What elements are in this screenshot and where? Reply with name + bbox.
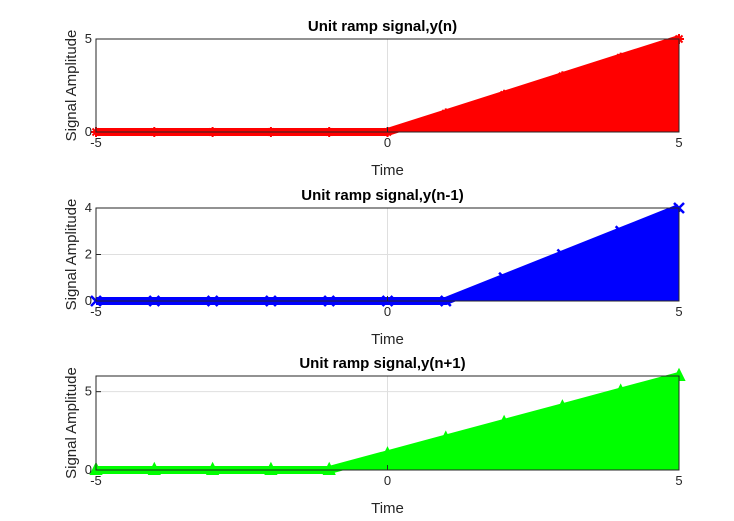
data-marker: [614, 383, 628, 397]
data-marker: [498, 271, 510, 284]
chart-title: Unit ramp signal,y(n): [308, 18, 457, 35]
x-tick-label: 0: [384, 304, 391, 319]
y-tick-label: 4: [85, 200, 92, 215]
data-marker: [205, 461, 220, 475]
y-axis-label: Signal Amplitude: [63, 367, 80, 479]
data-marker: [147, 461, 161, 475]
data-marker: [499, 89, 510, 100]
data-marker: [555, 399, 570, 413]
x-tick-label: 0: [384, 473, 391, 488]
area-fill: [96, 39, 679, 132]
data-marker: [322, 461, 336, 475]
data-marker: [380, 446, 395, 460]
data-marker: [556, 248, 569, 261]
x-tick-label: 0: [384, 135, 391, 150]
data-marker: [440, 108, 451, 119]
data-marker: [439, 430, 453, 444]
y-tick-label: 5: [85, 31, 92, 46]
x-tick-label: 5: [675, 304, 682, 319]
y-axis-label: Signal Amplitude: [63, 199, 80, 311]
data-marker: [497, 414, 511, 428]
data-marker: [614, 225, 627, 238]
chart-title: Unit ramp signal,y(n+1): [299, 355, 465, 372]
data-marker: [615, 52, 626, 63]
x-tick-label: -5: [90, 473, 102, 488]
chart-title: Unit ramp signal,y(n-1): [301, 187, 464, 204]
y-axis-label: Signal Amplitude: [63, 30, 80, 142]
data-marker: [557, 71, 568, 82]
area-fill: [96, 208, 679, 301]
y-tick-label: 0: [85, 293, 92, 308]
x-axis-label: Time: [371, 162, 404, 179]
x-axis-label: Time: [371, 500, 404, 517]
data-marker: [264, 461, 278, 475]
x-tick-label: -5: [90, 135, 102, 150]
x-axis-label: Time: [371, 331, 404, 348]
y-tick-label: 0: [85, 462, 92, 477]
x-tick-label: 5: [675, 135, 682, 150]
area-fill: [96, 376, 679, 470]
y-tick-label: 5: [85, 384, 92, 399]
x-tick-label: 5: [675, 473, 682, 488]
y-tick-label: 2: [85, 247, 92, 262]
y-tick-label: 0: [85, 124, 92, 139]
x-tick-label: -5: [90, 304, 102, 319]
